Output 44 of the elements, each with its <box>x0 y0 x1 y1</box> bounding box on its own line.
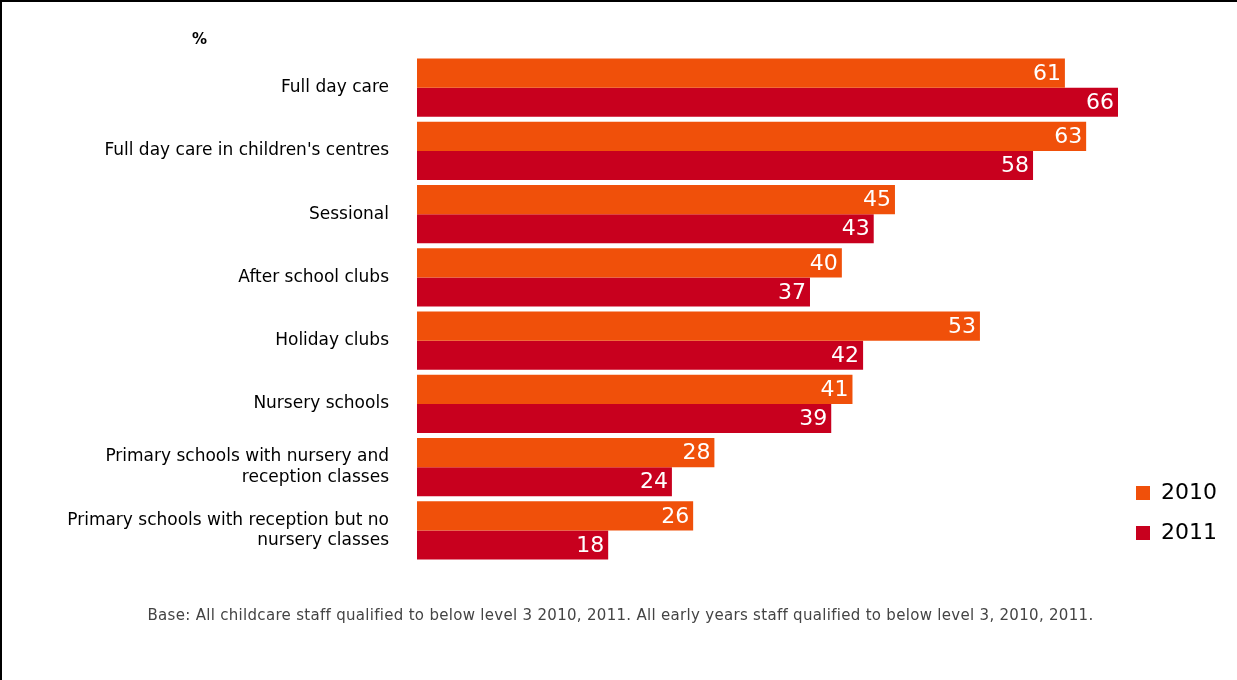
y-tick-label: Nursery schools <box>253 392 390 413</box>
bar <box>417 185 895 215</box>
data-label: 39 <box>799 405 828 431</box>
bar <box>417 311 980 341</box>
bar <box>417 121 1087 151</box>
data-label: 42 <box>831 341 860 367</box>
bar <box>417 248 842 278</box>
bar <box>417 277 810 307</box>
data-label: 28 <box>682 439 711 465</box>
data-label: 41 <box>820 376 849 402</box>
data-label: 53 <box>947 312 976 338</box>
bar <box>417 58 1065 88</box>
bar <box>417 501 694 531</box>
bar <box>417 340 864 370</box>
y-tick-label: Sessional <box>308 202 389 223</box>
bar <box>417 467 672 497</box>
bar <box>417 150 1034 180</box>
bar <box>417 403 832 433</box>
y-tick-label: Holiday clubs <box>275 329 390 350</box>
legend-label: 2011 <box>1161 518 1218 544</box>
bar <box>417 87 1119 117</box>
data-label: 63 <box>1054 123 1083 149</box>
data-label: 66 <box>1086 88 1115 114</box>
y-tick-label: Full day care in children's centres <box>104 139 390 160</box>
data-label: 24 <box>639 468 668 494</box>
y-tick-label: Primary schools with nursery and reception classes <box>105 445 390 486</box>
legend-label: 2010 <box>1161 478 1218 504</box>
bar <box>417 530 609 560</box>
data-label: 58 <box>1001 152 1030 178</box>
data-label: 37 <box>777 278 806 304</box>
data-label: 40 <box>809 249 838 275</box>
bar <box>417 214 874 244</box>
data-label: 43 <box>841 215 870 241</box>
data-label: 45 <box>862 186 891 212</box>
x-axis-title: % <box>192 30 208 48</box>
y-tick-label: After school clubs <box>238 265 390 286</box>
y-tick-label: Primary schools with reception but no nursery classes <box>67 508 390 549</box>
data-label: 26 <box>661 502 690 528</box>
data-label: 18 <box>576 531 605 557</box>
bar <box>417 438 715 468</box>
y-tick-label: Full day care <box>281 76 389 97</box>
data-label: 61 <box>1032 59 1061 85</box>
text: Base: All childcare staff qualified to below level 3 2010, 2011. All early years staff qualified to below level 3, 2010, 2011. <box>146 606 1095 624</box>
bar <box>417 374 853 404</box>
